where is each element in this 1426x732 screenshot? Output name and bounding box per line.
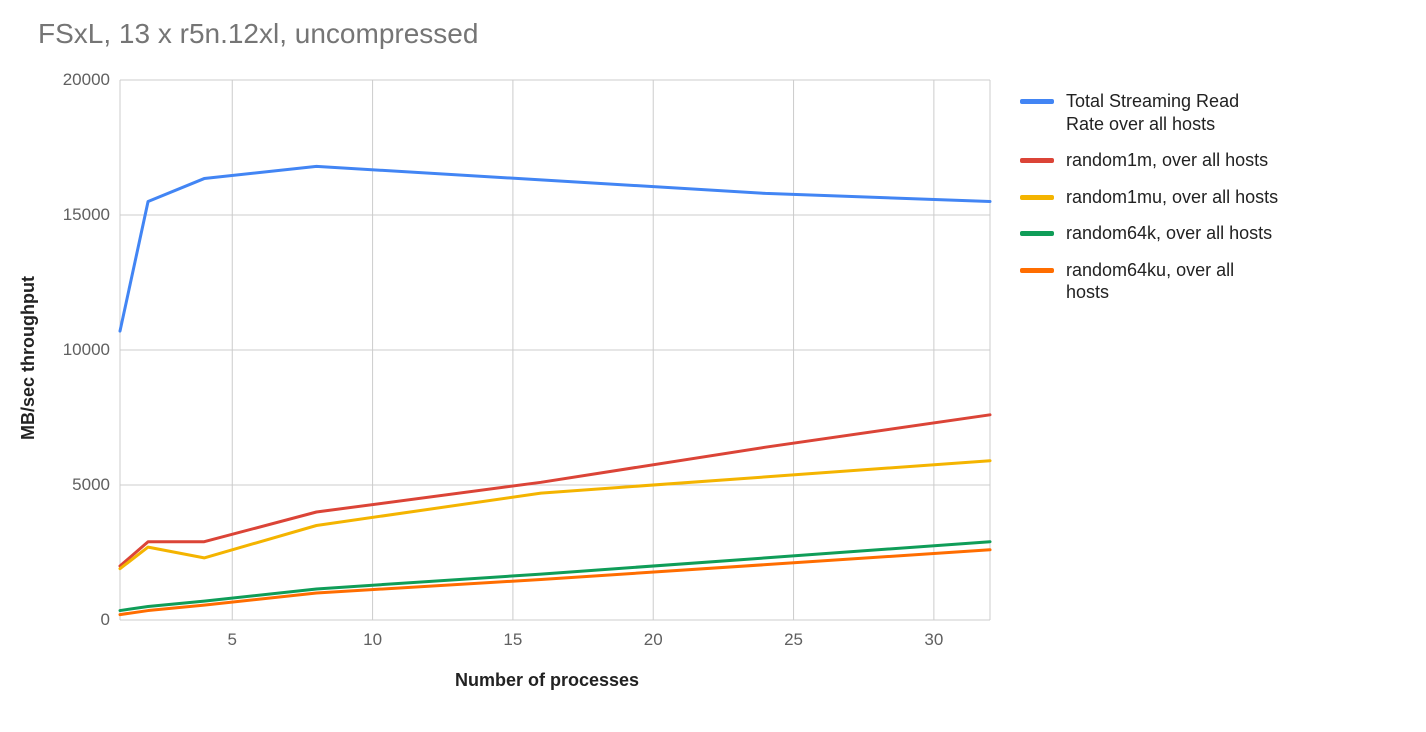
x-tick-label: 30 — [914, 630, 954, 650]
y-tick-label: 20000 — [50, 70, 110, 90]
legend: Total Streaming Read Rate over all hosts… — [1020, 90, 1280, 318]
legend-item-random1mu[interactable]: random1mu, over all hosts — [1020, 186, 1280, 209]
y-tick-label: 15000 — [50, 205, 110, 225]
legend-swatch — [1020, 195, 1054, 200]
y-tick-label: 0 — [50, 610, 110, 630]
x-tick-label: 10 — [353, 630, 393, 650]
legend-swatch — [1020, 158, 1054, 163]
legend-item-random64ku[interactable]: random64ku, over all hosts — [1020, 259, 1280, 304]
x-tick-label: 20 — [633, 630, 673, 650]
x-tick-label: 5 — [212, 630, 252, 650]
y-tick-label: 5000 — [50, 475, 110, 495]
series-line-random64ku — [120, 550, 990, 615]
x-tick-label: 15 — [493, 630, 533, 650]
y-tick-label: 10000 — [50, 340, 110, 360]
legend-label: random64k, over all hosts — [1066, 222, 1272, 245]
legend-swatch — [1020, 268, 1054, 273]
y-axis-label: MB/sec throughput — [18, 276, 39, 440]
legend-item-random1m[interactable]: random1m, over all hosts — [1020, 149, 1280, 172]
chart-title: FSxL, 13 x r5n.12xl, uncompressed — [38, 18, 478, 50]
legend-swatch — [1020, 99, 1054, 104]
series-line-streaming — [120, 166, 990, 331]
legend-swatch — [1020, 231, 1054, 236]
plot-area — [120, 80, 990, 620]
legend-label: Total Streaming Read Rate over all hosts — [1066, 90, 1280, 135]
line-series-group — [120, 166, 990, 614]
legend-label: random1mu, over all hosts — [1066, 186, 1278, 209]
legend-label: random1m, over all hosts — [1066, 149, 1268, 172]
x-tick-label: 25 — [774, 630, 814, 650]
legend-item-random64k[interactable]: random64k, over all hosts — [1020, 222, 1280, 245]
legend-label: random64ku, over all hosts — [1066, 259, 1280, 304]
gridlines — [120, 80, 990, 620]
x-axis-label: Number of processes — [455, 670, 639, 691]
plot-svg — [120, 80, 990, 620]
legend-item-streaming[interactable]: Total Streaming Read Rate over all hosts — [1020, 90, 1280, 135]
chart-container: FSxL, 13 x r5n.12xl, uncompressed MB/sec… — [0, 0, 1426, 732]
